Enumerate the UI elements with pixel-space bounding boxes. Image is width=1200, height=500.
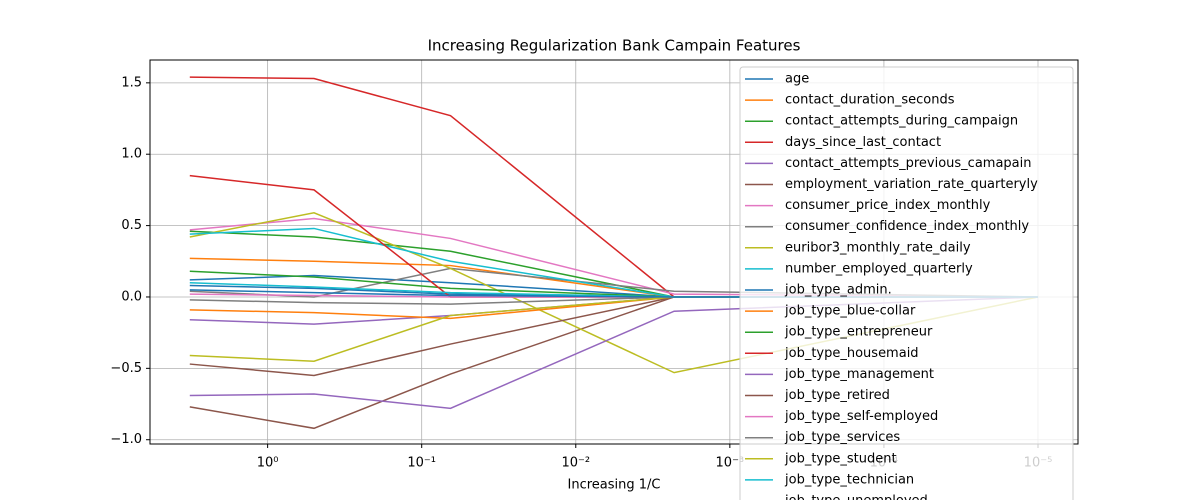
plot-frame	[149, 59, 1079, 445]
y-tick-label: 1.0	[121, 147, 142, 162]
y-tick-label: −1.0	[110, 432, 142, 447]
x-tick-label: 10⁻²	[561, 456, 590, 471]
legend-label: employment_variation_rate_quarteryly	[785, 177, 1038, 192]
legend-label: contact_attempts_previous_camapain	[785, 156, 1032, 171]
legend-label: number_employed_quarterly	[785, 261, 973, 276]
legend-label: consumer_price_index_monthly	[785, 198, 991, 213]
legend-label: days_since_last_contact	[785, 135, 941, 150]
legend-label: euribor3_monthly_rate_daily	[785, 240, 971, 255]
legend-label: contact_attempts_during_campaign	[785, 114, 1018, 129]
x-tick-label: 10⁰	[257, 456, 279, 471]
legend-label: job_type_unemployed	[784, 494, 928, 500]
y-tick-label: 1.5	[121, 75, 142, 90]
legend-label: contact_duration_seconds	[785, 93, 955, 108]
legend-label: job_type_student	[784, 451, 897, 466]
x-axis-label: Increasing 1/C	[568, 478, 661, 493]
y-tick-label: −0.5	[110, 361, 142, 376]
legend: age contact_duration_seconds contact_attem…	[739, 66, 1074, 500]
legend-label: consumer_confidence_index_monthly	[785, 219, 1029, 234]
chart-title: Increasing Regularization Bank Campain F…	[428, 37, 801, 55]
x-tick-label: 10⁻³	[716, 456, 745, 471]
y-tick-label: 0.0	[121, 289, 142, 304]
legend-label: age	[785, 72, 809, 87]
legend-label: job_type_housemaid	[784, 346, 919, 361]
legend-box	[739, 66, 1074, 500]
legend-label: job_type_admin.	[784, 283, 892, 298]
legend-label: job_type_entrepreneur	[784, 325, 933, 340]
x-tick-label: 10⁻¹	[407, 456, 436, 471]
y-tick-label: 0.5	[121, 218, 142, 233]
legend-label: job_type_services	[784, 430, 900, 445]
legend-label: job_type_retired	[784, 388, 890, 403]
legend-label: job_type_technician	[784, 472, 914, 487]
legend-label: job_type_management	[784, 367, 934, 382]
legend-label: job_type_self-employed	[784, 409, 938, 424]
legend-label: job_type_blue-collar	[784, 304, 916, 319]
